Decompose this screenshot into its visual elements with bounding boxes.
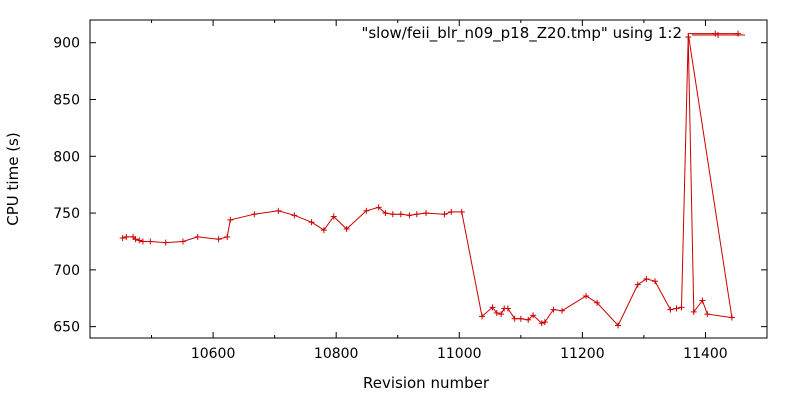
data-point [728,314,735,321]
data-point [448,208,455,215]
data-point [275,207,282,214]
data-point [643,275,650,282]
x-tick-label: 10800 [314,346,359,362]
data-point [517,315,524,322]
data-point [132,236,139,243]
y-tick-label: 800 [53,149,80,165]
data-point [179,238,186,245]
data-point [735,30,742,37]
data-point [382,210,389,217]
y-tick-label: 700 [53,263,80,279]
y-tick-label: 900 [53,36,80,52]
data-point [291,212,298,219]
data-point [123,233,130,240]
legend-marker [715,32,721,38]
tick-labels: 10600 10800 11000 11200 11400 650 700 750 800 850… [53,36,727,362]
data-point [320,227,327,234]
data-point [119,235,126,242]
data-point [493,310,500,317]
legend-marker-plus [715,32,721,38]
series-line [122,33,739,327]
data-point [525,316,532,323]
data-point [389,211,396,218]
axis-ticks [90,20,768,338]
data-point [634,281,641,288]
data-point [375,204,382,211]
data-point [489,304,496,311]
data-point [215,236,222,243]
data-point [224,233,231,240]
data-point [559,307,566,314]
data-point [406,212,413,219]
data-point [712,30,719,37]
x-axis-label: Revision number [363,374,490,392]
data-point [699,297,706,304]
data-point [704,311,711,318]
data-point [136,237,143,244]
x-tick-label: 11000 [437,346,482,362]
data-point [690,308,697,315]
data-point [227,216,234,223]
data-point [147,238,154,245]
data-point [308,219,315,226]
data-point [583,292,590,299]
plot-frame [89,19,768,339]
y-tick-label: 650 [53,320,80,336]
data-point [615,322,622,329]
data-point [651,278,658,285]
x-tick-label: 11400 [683,346,728,362]
data-point [667,306,674,313]
data-point [397,211,404,218]
data-point [139,238,146,245]
data-point [530,312,537,319]
data-point [413,211,420,218]
y-tick-label: 850 [53,93,80,109]
data-point [594,299,601,306]
data-point [504,305,511,312]
data-point [251,211,258,218]
data-point [511,315,518,322]
data-point [162,239,169,246]
data-point [479,313,486,320]
data-point [458,208,465,215]
legend-label: "slow/feii_blr_n09_p18_Z20.tmp" using 1:… [361,24,682,43]
data-point [678,304,685,311]
data-point [330,213,337,220]
data-point [343,225,350,232]
y-axis-label: CPU time (s) [4,132,22,225]
x-tick-label: 11200 [560,346,605,362]
x-tick-label: 10600 [191,346,236,362]
data-point [363,207,370,214]
data-point [423,210,430,217]
data-point [538,320,545,327]
y-tick-label: 750 [53,206,80,222]
data-point [441,211,448,218]
data-point [673,305,680,312]
data-point [550,306,557,313]
data-point [541,319,548,326]
data-markers [119,30,742,329]
data-point [194,233,201,240]
data-point [685,34,692,41]
data-point [498,311,505,318]
